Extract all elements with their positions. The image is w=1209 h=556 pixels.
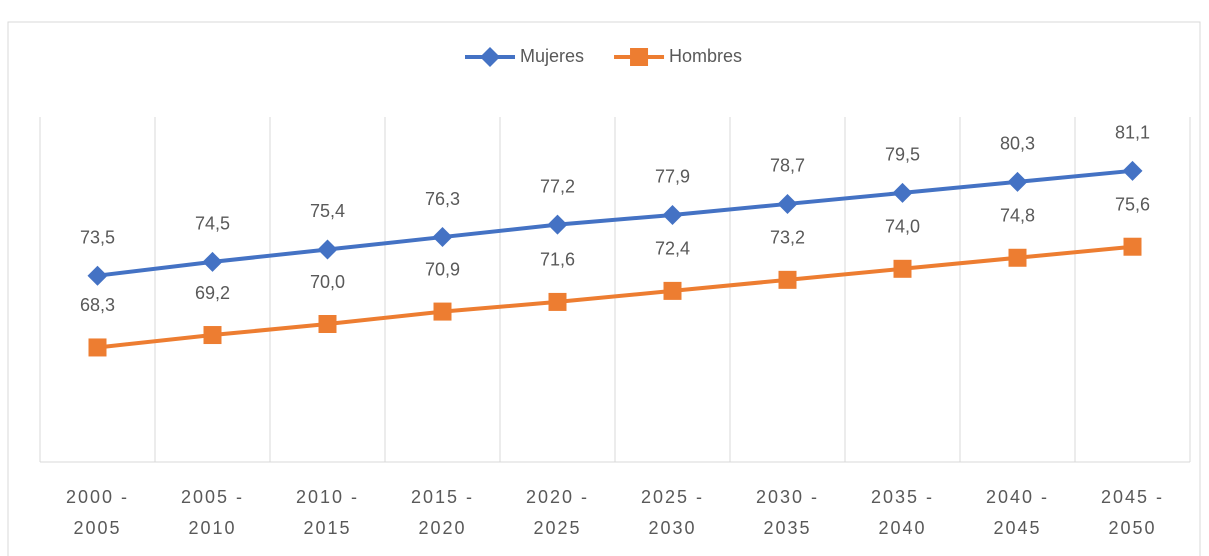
x-tick-label: 2040 - 2045 (985, 487, 1050, 538)
x-tick-label: 2000 - 2005 (65, 487, 130, 538)
x-tick-label: 2005 - 2010 (180, 487, 245, 538)
x-tick-label: 2025 - 2030 (640, 487, 705, 538)
marker (892, 182, 913, 203)
marker (480, 47, 500, 67)
marker (1007, 171, 1028, 192)
marker (630, 48, 649, 66)
data-label: 81,1 (1115, 123, 1150, 143)
marker (663, 281, 682, 300)
marker (203, 326, 222, 345)
data-label: 70,0 (310, 272, 345, 292)
data-label: 80,3 (1000, 134, 1035, 154)
data-label: 73,5 (80, 227, 115, 247)
data-label: 75,4 (310, 201, 345, 221)
marker (87, 265, 108, 286)
marker (202, 251, 223, 272)
marker (662, 204, 683, 225)
data-label: 71,6 (540, 250, 575, 270)
x-tick-label: 2020 - 2025 (525, 487, 590, 538)
marker (318, 315, 337, 333)
data-label: 68,3 (80, 295, 115, 315)
series-line (97, 244, 1133, 350)
marker (893, 259, 912, 278)
data-label: 78,7 (770, 156, 805, 176)
data-label: 79,5 (885, 145, 920, 165)
data-label: 69,2 (195, 283, 230, 303)
marker (777, 193, 798, 214)
legend-label: Hombres (669, 46, 742, 66)
series-line (97, 168, 1133, 278)
marker (548, 292, 567, 311)
marker (1008, 248, 1027, 267)
x-tick-label: 2030 - 2035 (755, 487, 820, 538)
marker (1123, 237, 1142, 256)
data-label: 74,5 (195, 214, 230, 234)
marker (88, 338, 107, 357)
marker (317, 239, 338, 260)
data-label: 77,9 (655, 167, 690, 187)
data-label: 70,9 (425, 259, 460, 279)
marker (1122, 160, 1143, 181)
x-tick-label: 2035 - 2040 (870, 487, 935, 538)
data-label: 74,8 (1000, 206, 1035, 226)
chart-frame (7, 21, 1201, 556)
marker (432, 227, 453, 248)
data-label: 76,3 (425, 189, 460, 209)
marker (547, 214, 568, 235)
x-tick-label: 2015 - 2020 (410, 487, 475, 538)
x-tick-label: 2010 - 2015 (295, 487, 360, 538)
data-label: 77,2 (540, 176, 575, 196)
data-label: 75,6 (1115, 194, 1150, 214)
data-label: 74,0 (885, 217, 920, 237)
x-tick-label: 2045 - 2050 (1100, 487, 1165, 538)
marker (778, 270, 797, 289)
legend-label: Mujeres (520, 46, 584, 66)
data-label: 73,2 (770, 228, 805, 248)
marker (433, 302, 452, 321)
data-label: 72,4 (655, 239, 690, 259)
